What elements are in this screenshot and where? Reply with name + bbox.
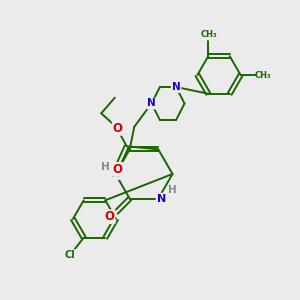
Text: CH₃: CH₃ — [200, 30, 217, 39]
Text: H: H — [168, 185, 177, 195]
Text: CH₃: CH₃ — [255, 70, 272, 80]
Text: N: N — [172, 82, 181, 92]
Text: O: O — [113, 163, 123, 176]
Text: N: N — [147, 98, 156, 109]
Text: Cl: Cl — [65, 250, 76, 260]
Text: H: H — [100, 161, 109, 172]
Text: O: O — [113, 122, 123, 135]
Text: N: N — [111, 169, 120, 179]
Text: N: N — [157, 194, 166, 204]
Text: O: O — [105, 210, 115, 223]
